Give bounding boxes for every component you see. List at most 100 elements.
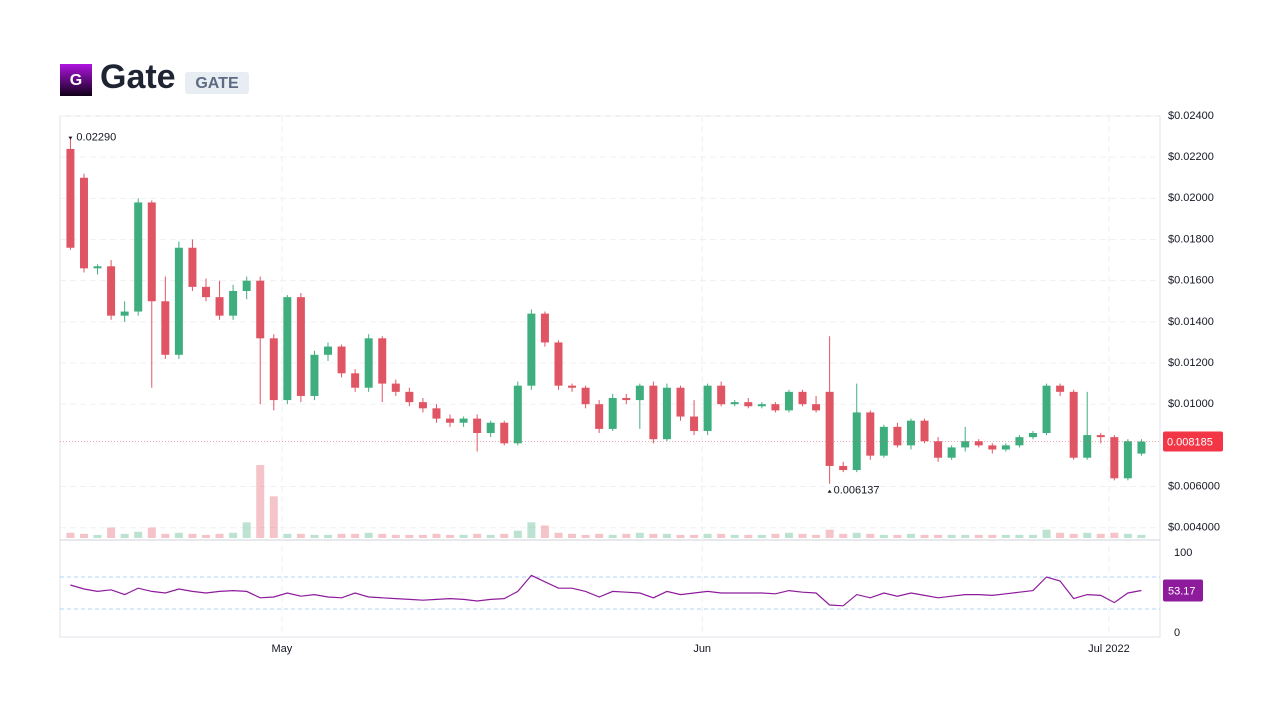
volume-bar	[459, 534, 468, 538]
candle-body	[337, 346, 346, 374]
y-tick-label: $0.01400	[1168, 316, 1214, 328]
y-tick-label: $0.02000	[1168, 192, 1214, 204]
candle-body	[852, 412, 861, 471]
candle-body	[147, 202, 156, 302]
candle-body	[866, 412, 875, 456]
candle-body	[500, 422, 509, 444]
volume-bar	[568, 533, 577, 538]
volume-bar	[920, 534, 929, 538]
volume-bar	[351, 533, 360, 538]
volume-bar	[432, 533, 441, 538]
max-label: 0.02290	[76, 132, 116, 144]
candle-body	[622, 398, 631, 401]
candle-body	[513, 385, 522, 444]
volume-bar	[1083, 532, 1092, 538]
volume-bar	[906, 533, 915, 538]
candle-body	[757, 404, 766, 407]
candle-body	[310, 354, 319, 396]
candle-body	[839, 465, 848, 471]
volume-bar	[256, 465, 265, 538]
candle-body	[378, 338, 387, 384]
candle-body	[1056, 385, 1065, 392]
candle-body	[906, 420, 915, 446]
volume-bar	[757, 534, 766, 538]
rsi-line	[70, 574, 1142, 607]
volume-bar	[676, 534, 685, 538]
y-tick-label: $0.02400	[1168, 110, 1214, 122]
volume-bar	[852, 532, 861, 538]
candle-body	[1110, 437, 1119, 479]
candle-body	[161, 301, 170, 355]
candle-body	[961, 441, 970, 448]
volume-bar	[839, 533, 848, 538]
volume-bar	[595, 533, 604, 538]
candle-body	[676, 387, 685, 417]
candle-body	[66, 148, 75, 248]
candle-body	[730, 402, 739, 405]
candle-body	[364, 338, 373, 388]
candle-body	[1083, 435, 1092, 458]
volume-bar	[1096, 533, 1105, 538]
candle-body	[581, 387, 590, 405]
candle-body	[662, 387, 671, 440]
volume-bar	[1137, 534, 1146, 538]
volume-bar	[378, 533, 387, 538]
volume-bar	[934, 534, 943, 538]
candle-body	[784, 391, 793, 411]
volume-bar	[486, 534, 495, 538]
candle-body	[1137, 441, 1146, 454]
candle-body	[798, 391, 807, 405]
candle-body	[1123, 441, 1132, 479]
volume-bar	[961, 534, 970, 538]
symbol: GATE	[195, 75, 239, 92]
candle-body	[324, 346, 333, 355]
y-tick-label: $0.01800	[1168, 233, 1214, 245]
candle-body	[459, 418, 468, 423]
candle-body	[107, 266, 116, 316]
volume-bar	[825, 529, 834, 538]
volume-bar	[229, 532, 238, 538]
y-tick-label: $0.01000	[1168, 398, 1214, 410]
candle-body	[1001, 445, 1010, 450]
candle-body	[79, 177, 88, 269]
volume-bar	[744, 534, 753, 538]
volume-bar	[730, 534, 739, 538]
volume-bar	[1069, 533, 1078, 538]
volume-bar	[324, 534, 333, 538]
volume-bar	[1028, 534, 1037, 538]
volume-bar	[1015, 534, 1024, 538]
volume-bar	[215, 533, 224, 538]
volume-bar	[134, 531, 143, 538]
candle-body	[215, 297, 224, 316]
candle-body	[296, 297, 305, 396]
volume-bar	[893, 534, 902, 538]
max-marker	[68, 136, 73, 140]
candle-body	[974, 441, 983, 446]
y-tick-label: $0.01600	[1168, 275, 1214, 287]
symbol-badge	[185, 72, 249, 94]
rsi-tick-label: 100	[1174, 547, 1192, 559]
candle-body	[351, 373, 360, 388]
volume-bar	[107, 527, 116, 538]
x-tick-label: Jun	[693, 643, 711, 655]
volume-bar	[337, 533, 346, 538]
volume-bar	[120, 533, 129, 538]
candle-body	[486, 422, 495, 434]
candle-body	[703, 385, 712, 431]
candle-body	[879, 426, 888, 456]
candle-body	[229, 290, 238, 316]
volume-bar	[581, 534, 590, 538]
candle-body	[1096, 435, 1105, 438]
volume-bar	[771, 533, 780, 538]
last-price-label: 0.008185	[1167, 436, 1213, 448]
plot-frame	[59, 115, 1161, 638]
candle-body	[283, 297, 292, 401]
candle-body	[418, 402, 427, 409]
candle-body	[432, 408, 441, 419]
candle-body	[568, 385, 577, 388]
volume-bar	[283, 533, 292, 538]
candle-body	[446, 418, 455, 423]
volume-bar	[717, 533, 726, 538]
y-tick-label: $0.02200	[1168, 151, 1214, 163]
